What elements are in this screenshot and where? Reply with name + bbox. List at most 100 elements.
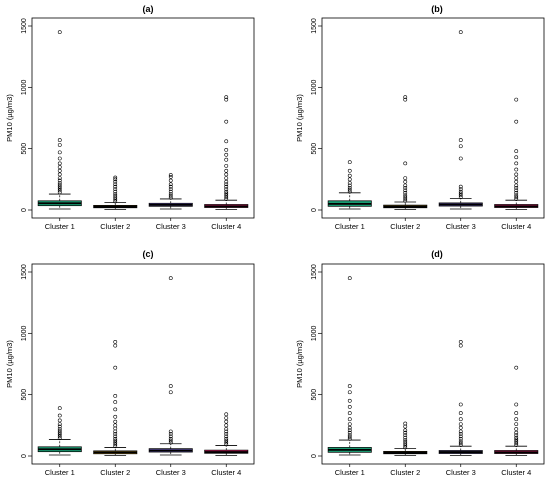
x-tick-label: Cluster 4	[501, 222, 531, 231]
box-2	[93, 175, 138, 210]
y-axis-label: PM10 (µg/m3)	[5, 94, 14, 142]
outlier-point	[458, 417, 463, 422]
outlier-point	[403, 176, 408, 181]
plot-frame	[321, 263, 545, 465]
y-tick-label: 1500	[311, 18, 318, 34]
outlier-point	[224, 193, 229, 198]
outlier-point	[168, 173, 173, 177]
x-tick-label: Cluster 1	[335, 222, 365, 231]
panel-title: (b)	[431, 4, 443, 14]
outlier-point	[168, 189, 173, 194]
outlier-point	[514, 167, 519, 172]
y-tick-label: 1500	[21, 264, 28, 280]
y-tick-label: 0	[311, 454, 318, 458]
outlier-point	[224, 139, 229, 144]
y-tick-label: 0	[311, 208, 318, 212]
outlier-point	[514, 433, 519, 438]
box-1	[327, 160, 372, 210]
outlier-point	[347, 186, 352, 190]
outlier-point	[347, 411, 352, 415]
outlier-point	[113, 440, 118, 445]
x-tick-label: Cluster 3	[446, 222, 476, 231]
outlier-point	[113, 365, 118, 370]
outlier-point	[347, 173, 352, 178]
outlier-point	[514, 176, 519, 181]
outlier-point	[403, 430, 408, 435]
outlier-point	[514, 441, 519, 446]
outlier-point	[403, 198, 408, 203]
outlier-point	[458, 138, 463, 142]
outlier-point	[224, 95, 229, 100]
outlier-point	[347, 177, 352, 182]
outlier-point	[458, 422, 463, 427]
outlier-point	[347, 384, 352, 388]
outlier-point	[57, 138, 62, 142]
outlier-point	[113, 432, 118, 436]
outlier-point	[458, 144, 463, 149]
outlier-point	[224, 172, 229, 177]
x-tick-label: Cluster 3	[156, 222, 186, 231]
outlier-point	[347, 425, 352, 430]
outlier-point	[458, 340, 463, 344]
outlier-point	[168, 438, 173, 443]
outlier-point	[57, 427, 62, 431]
outlier-point	[113, 438, 118, 443]
outlier-point	[168, 193, 173, 198]
outlier-point	[514, 411, 519, 415]
box-3	[438, 340, 483, 456]
outlier-point	[403, 186, 408, 190]
outlier-point	[403, 95, 408, 100]
plot-frame	[31, 17, 255, 219]
outlier-point	[224, 187, 229, 192]
outlier-point	[514, 188, 519, 193]
outlier-point	[514, 179, 519, 184]
outlier-point	[113, 193, 118, 198]
y-tick-label: 500	[21, 389, 28, 401]
outlier-point	[168, 384, 173, 388]
outlier-point	[57, 418, 62, 423]
outlier-point	[458, 189, 463, 194]
outlier-point	[347, 276, 352, 281]
outlier-point	[403, 97, 408, 102]
outlier-point	[403, 438, 408, 442]
outlier-point	[113, 199, 118, 204]
outlier-point	[347, 430, 352, 435]
outlier-point	[57, 165, 62, 169]
outlier-point	[347, 189, 352, 194]
outlier-point	[168, 440, 173, 445]
outlier-point	[113, 400, 118, 404]
outlier-point	[168, 184, 173, 189]
outlier-point	[458, 441, 463, 446]
outlier-point	[514, 365, 519, 370]
box-3	[438, 30, 483, 210]
outlier-point	[514, 155, 519, 160]
outlier-point	[57, 176, 62, 181]
outlier-point	[113, 407, 118, 412]
outlier-point	[514, 443, 519, 447]
x-tick-label: Cluster 1	[335, 468, 365, 477]
box-1	[327, 276, 372, 456]
outlier-point	[113, 426, 118, 431]
outlier-point	[57, 181, 62, 185]
outlier-point	[224, 442, 229, 447]
outlier-point	[347, 187, 352, 192]
outlier-point	[403, 190, 408, 195]
outlier-point	[113, 184, 118, 189]
outlier-point	[458, 195, 463, 200]
outlier-point	[113, 340, 118, 344]
outlier-point	[168, 432, 173, 436]
outlier-point	[57, 178, 62, 183]
outlier-point	[514, 161, 519, 166]
chart-panel-3: (c) 0 500 1000 1500 PM10 (µg/m3) Cluster 1 Clus…	[5, 249, 255, 477]
outlier-point	[224, 438, 229, 443]
outlier-point	[224, 182, 229, 187]
outlier-point	[347, 160, 352, 165]
outlier-point	[347, 398, 352, 403]
x-tick-label: Cluster 3	[156, 468, 186, 477]
outlier-point	[113, 343, 118, 348]
outlier-point	[224, 432, 229, 436]
outlier-point	[57, 182, 62, 187]
outlier-point	[403, 421, 408, 426]
outlier-point	[403, 428, 408, 433]
